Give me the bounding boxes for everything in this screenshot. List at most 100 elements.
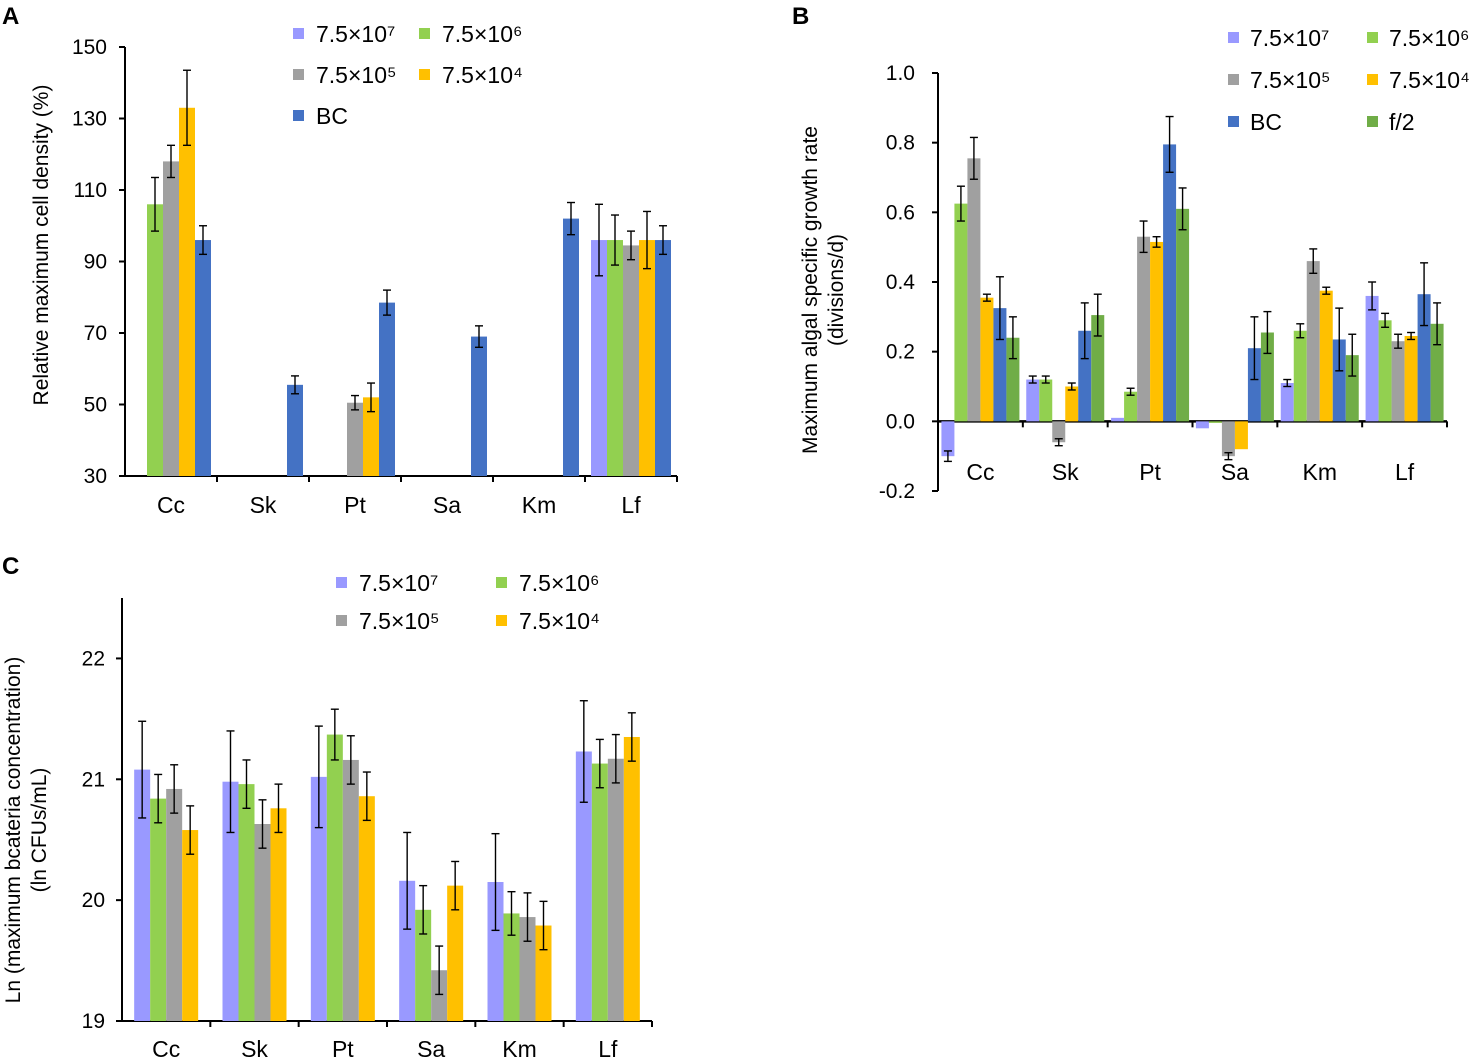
- panel-a-legend-swatch: [419, 28, 430, 39]
- panel-b-y-tick-label: -0.2: [879, 480, 915, 503]
- panel-c-bar: [399, 880, 416, 1021]
- panel-b-bar: [1137, 236, 1151, 422]
- panel-c-legend-label: 7.5×10⁷: [359, 570, 438, 596]
- panel-b-bar: [1039, 379, 1053, 422]
- panel-c-y-tick-label: 19: [82, 1010, 105, 1033]
- panel-b-bar: [1124, 391, 1138, 422]
- panel-b-legend-swatch: [1228, 116, 1239, 127]
- panel-b-bar: [1091, 315, 1105, 422]
- panel-a-legend-swatch: [293, 28, 304, 39]
- panel-a-legend-swatch: [293, 69, 304, 80]
- panel-c-category-label: Pt: [332, 1036, 354, 1059]
- panel-b-y-axis-title: Maximum algal specific growth rate: [799, 126, 822, 454]
- panel-b-bar: [1247, 348, 1261, 422]
- panel-b-y-axis-title-units: (divisions/d): [825, 234, 848, 346]
- panel-c-legend-label: 7.5×10⁶: [519, 570, 599, 596]
- panel-b-bar: [1391, 341, 1405, 422]
- panel-b-bar: [1221, 421, 1235, 457]
- panel-b-legend-swatch: [1228, 74, 1239, 85]
- panel-c-legend-swatch: [496, 615, 507, 626]
- panel-c-bar: [222, 781, 239, 1021]
- panel-b-bar: [1195, 421, 1209, 429]
- panel-a-category-label: Sk: [250, 492, 277, 518]
- panel-a-y-tick-label: 150: [72, 36, 107, 59]
- panel-b-bar: [1176, 208, 1190, 422]
- panel-b-y-tick-label: 0.2: [886, 341, 915, 364]
- panel-a-legend-label: 7.5×10⁶: [442, 21, 522, 47]
- panel-b-bar: [1306, 261, 1320, 422]
- panel-b-bar: [1378, 320, 1392, 422]
- panel-c-y-tick-label: 21: [82, 768, 105, 791]
- panel-c-bar: [623, 736, 640, 1021]
- panel-c-bar: [503, 913, 520, 1021]
- panel-b-bar: [993, 308, 1007, 422]
- panel-a-y-tick-label: 90: [84, 251, 107, 274]
- panel-c-bar: [575, 751, 592, 1021]
- panel-c-bar: [415, 909, 432, 1021]
- panel-a-y-tick-label: 30: [84, 465, 107, 488]
- panel-b-legend-swatch: [1367, 74, 1378, 85]
- panel-a-legend-label: 7.5×10⁷: [316, 21, 395, 47]
- panel-b-legend-swatch: [1367, 116, 1378, 127]
- panel-c-y-tick-label: 20: [82, 889, 105, 912]
- panel-b-legend-label: 7.5×10⁵: [1250, 67, 1331, 93]
- panel-c-bar: [358, 796, 375, 1021]
- panel-a-y-tick-label: 70: [84, 322, 107, 345]
- panel-c-y-axis-title-units: (ln CFUs/mL): [28, 768, 51, 893]
- panel-c: C Ln (maximum bcateria concentration) (l…: [2, 553, 653, 1059]
- panel-b: B Maximum algal specific growth rate (di…: [792, 3, 1470, 503]
- panel-c-legend-label: 7.5×10⁵: [359, 608, 440, 634]
- panel-a-legend-label: 7.5×10⁴: [442, 62, 523, 88]
- panel-c-category-label: Cc: [152, 1036, 180, 1059]
- panel-c-letter: C: [2, 553, 19, 580]
- panel-b-category-label: Lf: [1395, 459, 1415, 485]
- panel-c-bar: [166, 788, 183, 1021]
- panel-a-bar: [471, 336, 487, 476]
- panel-b-category-label: Pt: [1139, 459, 1161, 485]
- panel-a-letter: A: [2, 3, 19, 30]
- panel-c-bar: [447, 885, 464, 1021]
- panel-a: A Relative maximum cell density (%) 30 50…: [2, 3, 678, 518]
- panel-b-bar: [1332, 339, 1346, 422]
- panel-c-legend-swatch: [336, 577, 347, 588]
- panel-b-bar: [1404, 335, 1418, 422]
- panel-c-legend-label: 7.5×10⁴: [519, 608, 600, 634]
- panel-a-legend-label: BC: [316, 103, 348, 129]
- panel-c-bar: [342, 759, 359, 1021]
- panel-c-category-label: Sk: [241, 1036, 268, 1059]
- panel-c-bar: [254, 824, 271, 1021]
- panel-b-bar: [1345, 355, 1359, 422]
- panel-a-bar: [591, 240, 607, 476]
- panel-a-bar: [195, 240, 211, 476]
- panel-b-y-tick-label: 0.0: [886, 410, 915, 433]
- panel-a-bar: [287, 384, 303, 476]
- panel-a-bar: [379, 302, 395, 476]
- panel-a-y-tick-label: 50: [84, 394, 107, 417]
- panel-a-legend-swatch: [419, 69, 430, 80]
- panel-c-category-label: Lf: [598, 1036, 618, 1059]
- panel-c-bar: [431, 970, 448, 1021]
- panel-a-y-axis-title: Relative maximum cell density (%): [30, 85, 53, 406]
- panel-b-letter: B: [792, 3, 809, 30]
- panel-b-bar: [1234, 421, 1248, 450]
- panel-c-bar: [134, 769, 151, 1021]
- panel-c-bar: [607, 758, 624, 1021]
- panel-c-legend-swatch: [336, 615, 347, 626]
- panel-b-bar: [941, 421, 955, 457]
- panel-a-bar: [179, 107, 195, 477]
- panel-b-y-tick-label: 1.0: [886, 62, 915, 85]
- panel-b-bar: [1078, 330, 1092, 422]
- panel-b-category-label: Km: [1303, 459, 1338, 485]
- panel-a-bar: [655, 240, 671, 476]
- panel-c-bar: [150, 798, 167, 1021]
- panel-b-y-tick-label: 0.4: [886, 271, 916, 294]
- panel-c-category-label: Sa: [417, 1036, 445, 1059]
- panel-a-bar: [363, 397, 379, 476]
- panel-c-bar: [310, 776, 327, 1021]
- panel-b-bar: [1430, 323, 1444, 422]
- panel-a-category-label: Km: [522, 492, 557, 518]
- panel-a-category-label: Cc: [157, 492, 185, 518]
- panel-b-category-label: Sk: [1052, 459, 1079, 485]
- panel-b-category-label: Sa: [1221, 459, 1249, 485]
